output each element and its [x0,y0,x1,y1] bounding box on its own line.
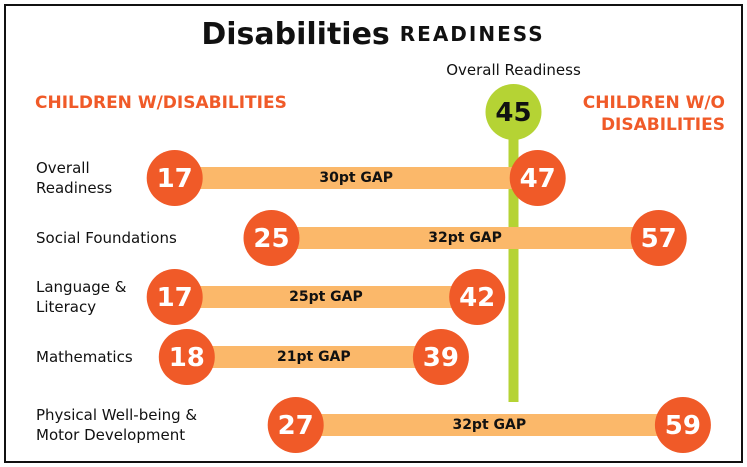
dot [158,329,215,385]
gap-bar [271,227,659,249]
gap-label: 32pt GAP [452,417,526,433]
reference-value: 45 [495,98,531,128]
gap-bar [174,286,478,308]
dot [630,210,687,266]
chart-title: Disabilities [201,17,389,52]
chart-title-group: Disabilities READINESS [201,17,544,52]
dot [412,329,469,385]
chart-subtitle: READINESS [400,22,545,46]
dot [146,269,203,325]
reference-line [508,110,519,402]
gap-label: 32pt GAP [428,230,502,246]
legend-right: CHILDREN W/O DISABILITIES [582,93,725,135]
dot-label: 17 [157,164,193,194]
dot-label: 57 [641,224,677,254]
dot [267,397,324,453]
dot-label: 17 [157,283,193,313]
category-label: Language & Literacy [36,278,127,316]
category-label: Social Foundations [36,229,177,247]
reference-dot [485,84,542,140]
dot-label: 25 [253,224,289,254]
dot-label: 18 [169,343,205,373]
dot-label: 27 [278,411,314,441]
dot [654,397,711,453]
gap-bar [186,346,441,368]
category-label: Physical Well-being & Motor Development [36,406,198,444]
dot [243,210,300,266]
category-label: Overall Readiness [36,159,113,197]
gap-bar [174,167,538,189]
dot-label: 39 [423,343,459,373]
dot-label: 42 [459,283,495,313]
dot-label: 59 [665,411,701,441]
gap-label: 30pt GAP [319,170,393,186]
legend-left: CHILDREN W/DISABILITIES [35,93,287,113]
gap-bar [295,414,683,436]
dot [449,269,506,325]
gap-label: 25pt GAP [289,289,363,305]
category-label: Mathematics [36,348,133,366]
reference-label: Overall Readiness [446,61,581,79]
dot [146,150,203,206]
dot-label: 47 [520,164,556,194]
dot [509,150,566,206]
frame [4,4,743,463]
gap-label: 21pt GAP [277,349,351,365]
